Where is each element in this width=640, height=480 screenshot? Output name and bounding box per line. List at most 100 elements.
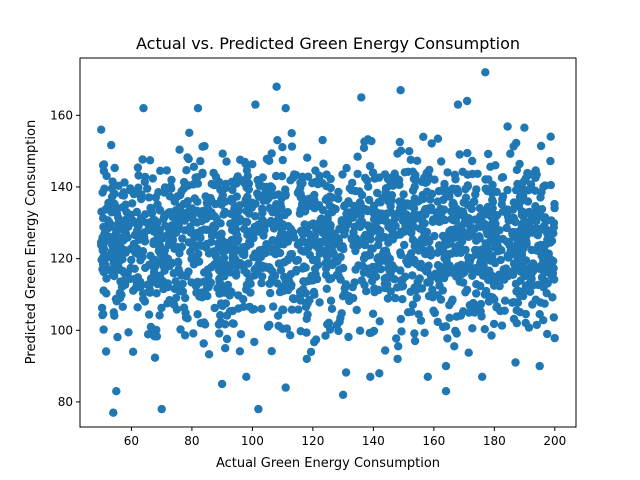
y-axis-label: Predicted Green Energy Consumption [24,120,39,364]
data-point [107,192,117,202]
data-point [368,168,378,177]
data-point [366,223,375,233]
data-point [278,191,287,201]
data-point [281,104,290,113]
data-point [153,218,162,227]
data-point [549,223,558,232]
data-point [420,219,429,228]
data-point [428,217,437,226]
data-point [133,219,142,228]
data-point [410,182,419,191]
data-point [183,153,192,162]
data-point [543,237,552,246]
data-point [532,170,541,179]
data-point [273,311,283,320]
data-point [384,197,393,206]
data-point [99,325,108,334]
data-point [433,317,442,327]
data-point [365,161,375,171]
data-point [178,279,187,289]
data-point [375,369,384,378]
data-point [221,344,230,353]
data-point [500,296,510,305]
data-point [303,299,312,308]
data-point [190,242,199,252]
data-point [396,146,406,155]
data-point [534,280,543,290]
data-point [179,303,189,312]
data-point [363,206,372,216]
x-tick-label: 140 [362,434,385,448]
data-point [105,232,115,242]
data-point [193,310,202,319]
data-point [339,245,348,254]
data-point [456,248,466,257]
data-point [411,175,421,185]
data-point [210,181,219,190]
data-point [452,329,461,338]
data-point [148,174,157,183]
data-point [146,279,155,288]
data-point [543,329,552,339]
data-point [278,305,287,315]
data-point [241,159,250,169]
data-point [423,372,432,381]
data-point [315,175,324,185]
data-point [325,275,334,284]
data-point [215,329,224,338]
data-point [220,243,229,252]
data-point [233,172,242,181]
data-point [239,302,248,311]
data-point [503,185,512,195]
data-point [375,227,384,237]
data-point [450,201,459,210]
data-point [209,168,218,178]
data-point [476,212,485,221]
data-point [122,207,131,217]
data-point [438,286,447,295]
data-point [328,241,338,250]
data-point [310,264,320,274]
data-point [259,196,268,205]
data-point [110,311,119,320]
data-point [491,161,500,170]
data-point [433,134,443,143]
data-point [339,263,348,273]
data-point [204,249,214,258]
data-point [498,207,508,216]
data-point [353,169,362,179]
data-point [492,232,501,242]
data-point [488,293,497,302]
data-point [344,292,354,301]
data-point [349,228,358,237]
data-point [383,273,392,283]
data-point [539,182,548,191]
data-point [298,199,307,208]
data-point [492,187,501,197]
data-point [352,305,361,315]
data-point [262,154,272,164]
data-point [338,292,348,301]
data-point [404,253,413,262]
data-point [468,324,477,333]
data-point [408,300,418,309]
data-point [485,250,494,259]
data-point [146,322,156,332]
data-point [156,244,165,254]
data-point [503,122,512,131]
data-point [550,275,559,284]
data-point [336,275,345,284]
data-point [511,358,520,367]
data-point [429,271,439,281]
data-point [157,303,166,313]
data-point [278,155,287,165]
data-point [196,156,205,166]
data-point [127,255,136,265]
data-point [175,249,184,258]
data-point [254,253,263,262]
x-tick-label: 200 [543,434,566,448]
data-point [299,247,309,256]
data-point [130,264,139,273]
data-point [159,232,168,241]
data-point [536,211,545,221]
